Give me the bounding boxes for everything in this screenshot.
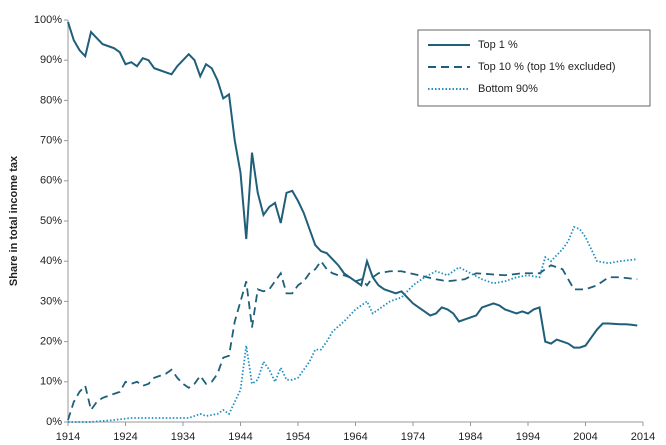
x-tick-label: 1954	[286, 431, 310, 443]
legend-label: Top 1 %	[478, 39, 518, 51]
x-tick-label: 1974	[401, 431, 425, 443]
y-tick-label: 0%	[46, 416, 62, 428]
y-tick-label: 80%	[40, 94, 62, 106]
x-tick-label: 1994	[516, 431, 540, 443]
series-line	[67, 21, 638, 349]
x-tick-label: 1934	[171, 431, 195, 443]
y-tick-label: 90%	[40, 54, 62, 66]
x-tick-label: 1924	[113, 431, 137, 443]
y-tick-label: 10%	[40, 376, 62, 388]
x-tick-label: 2004	[573, 431, 597, 443]
y-tick-label: 40%	[40, 255, 62, 267]
y-tick-label: 20%	[40, 336, 62, 348]
series-line	[68, 225, 638, 423]
x-tick-label: 1964	[343, 431, 367, 443]
series-line	[67, 259, 638, 421]
x-tick-label: 1944	[228, 431, 252, 443]
x-tick-label: 1914	[56, 431, 80, 443]
y-tick-label: 50%	[40, 215, 62, 227]
y-tick-label: 60%	[40, 175, 62, 187]
legend-label: Top 10 % (top 1% excluded)	[478, 61, 616, 73]
x-tick-label: 1984	[458, 431, 482, 443]
x-tick-label: 2014	[631, 431, 655, 443]
legend-label: Bottom 90%	[478, 83, 538, 95]
y-tick-label: 100%	[34, 14, 62, 26]
y-tick-label: 30%	[40, 295, 62, 307]
y-tick-label: 70%	[40, 135, 62, 147]
y-axis-label: Share in total income tax	[8, 155, 20, 286]
